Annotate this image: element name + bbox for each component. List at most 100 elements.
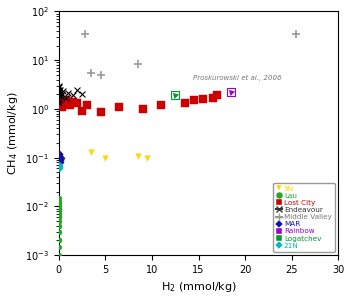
Point [182, 101, 187, 106]
Point [58, 160, 63, 165]
Point [56, 158, 62, 162]
Point [84, 103, 90, 107]
Point [56, 160, 62, 165]
Point [61, 89, 66, 94]
Point [61, 101, 66, 106]
Point [75, 101, 80, 106]
Text: Proskurowski et al., 2006: Proskurowski et al., 2006 [193, 75, 281, 81]
Point [145, 155, 150, 160]
Point [56, 160, 62, 165]
Point [210, 95, 215, 100]
Point [56, 85, 62, 89]
Point [70, 99, 76, 104]
Point [201, 97, 206, 101]
Point [56, 153, 62, 158]
Point [63, 98, 69, 103]
Point [56, 152, 62, 156]
Point [173, 93, 178, 98]
Point [56, 164, 62, 169]
Point [56, 153, 62, 158]
Point [56, 155, 62, 160]
Point [56, 158, 62, 162]
Point [65, 91, 71, 96]
Point [135, 61, 141, 66]
Point [56, 200, 62, 205]
Point [57, 158, 63, 162]
Point [67, 103, 73, 107]
Point [191, 98, 197, 103]
Point [103, 155, 108, 160]
Point [89, 70, 94, 75]
Point [79, 92, 85, 97]
Point [56, 158, 62, 162]
X-axis label: H$_2$ (mmol/kg): H$_2$ (mmol/kg) [161, 280, 237, 294]
Point [56, 155, 62, 160]
Point [63, 95, 69, 100]
Point [56, 212, 62, 216]
Point [56, 215, 62, 220]
Point [70, 93, 76, 98]
Point [56, 87, 62, 92]
Point [56, 219, 62, 224]
Point [56, 163, 62, 168]
Point [56, 238, 62, 243]
Point [56, 244, 62, 249]
Point [56, 152, 62, 156]
Point [58, 94, 63, 99]
Point [56, 92, 62, 97]
Point [140, 106, 146, 111]
Point [56, 202, 62, 207]
Point [56, 209, 62, 214]
Point [56, 253, 62, 258]
Point [56, 224, 62, 228]
Point [56, 224, 62, 228]
Point [57, 87, 63, 92]
Point [56, 230, 62, 234]
Point [215, 93, 220, 98]
Point [159, 103, 164, 107]
Point [56, 204, 62, 209]
Point [229, 90, 234, 94]
Point [56, 206, 62, 211]
Point [56, 160, 62, 165]
Legend: 9N, Lau, Lost City, Endeavour, Middle Valley, MAR, Rainbow, Logatchev, 21N: 9N, Lau, Lost City, Endeavour, Middle Va… [273, 183, 335, 252]
Point [98, 110, 104, 115]
Point [58, 155, 63, 160]
Point [82, 31, 88, 36]
Point [56, 166, 62, 171]
Point [56, 238, 62, 243]
Point [229, 90, 234, 94]
Point [56, 215, 62, 220]
Point [59, 158, 64, 162]
Y-axis label: CH$_4$ (mmol/kg): CH$_4$ (mmol/kg) [6, 92, 20, 175]
Point [56, 152, 62, 156]
Point [56, 166, 62, 171]
Point [57, 160, 63, 165]
Point [59, 92, 64, 97]
Point [57, 93, 63, 98]
Point [56, 200, 62, 205]
Point [56, 101, 62, 106]
Point [56, 94, 62, 99]
Point [173, 93, 178, 98]
Point [56, 204, 62, 209]
Point [56, 212, 62, 216]
Point [79, 109, 85, 114]
Point [56, 199, 62, 203]
Point [56, 155, 62, 160]
Point [56, 209, 62, 214]
Point [57, 83, 62, 88]
Point [89, 150, 94, 154]
Point [56, 230, 62, 234]
Point [56, 90, 62, 94]
Point [56, 155, 62, 160]
Point [57, 155, 63, 160]
Point [98, 73, 104, 77]
Point [294, 31, 299, 36]
Point [59, 104, 64, 109]
Point [57, 98, 62, 103]
Point [117, 104, 122, 109]
Point [56, 219, 62, 224]
Point [56, 195, 62, 200]
Point [75, 88, 80, 93]
